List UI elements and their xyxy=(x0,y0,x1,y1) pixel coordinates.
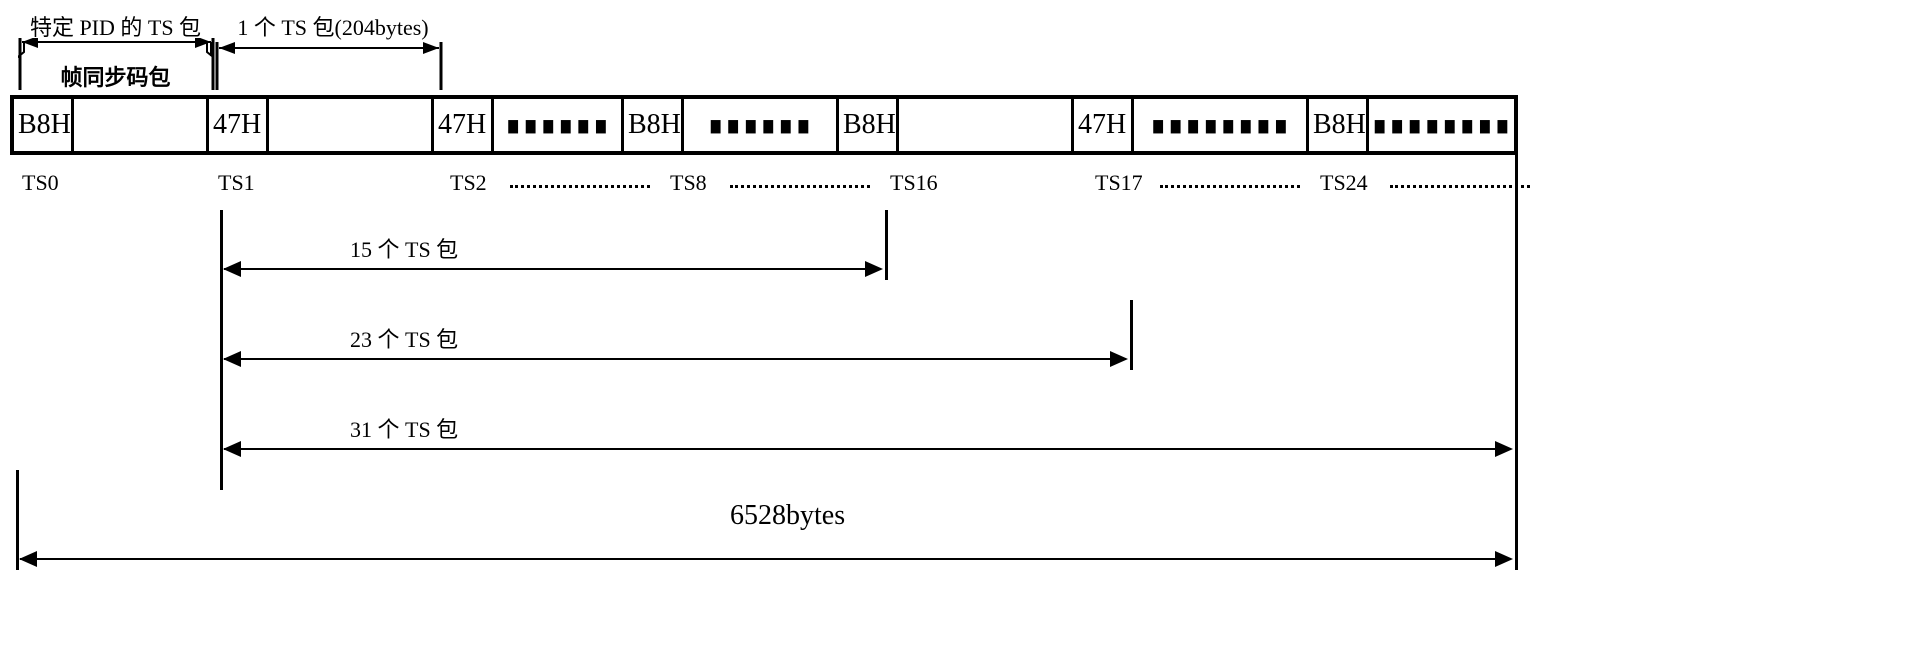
measure-31-line xyxy=(224,448,1511,450)
measure-23-arrow-r xyxy=(1110,351,1128,367)
measure-31-arrow-r xyxy=(1495,441,1513,457)
packet-cell: ∎∎∎∎∎∎ xyxy=(494,99,624,151)
measure-total-label: 6528bytes xyxy=(730,500,845,532)
packet-cell: 47H xyxy=(209,99,269,151)
ts-label-row: TS0 TS1 TS2 TS8 TS16 TS17 TS24 xyxy=(10,170,1919,210)
ts-label-1: TS1 xyxy=(218,170,255,196)
measure-15-label: 15 个 TS 包 xyxy=(350,232,458,264)
packet-cell: B8H xyxy=(839,99,899,151)
ts-dotted xyxy=(1160,185,1300,188)
measure-15-arrow-l xyxy=(223,261,241,277)
measure-total-line xyxy=(20,558,1511,560)
ts-frame-diagram: 特定 PID 的 TS 包 帧同步码包 1 个 TS 包(204bytes) xyxy=(10,10,1919,637)
packet-cell: B8H xyxy=(14,99,74,151)
measure-23-tick-right xyxy=(1130,300,1133,370)
packet-cell: ∎∎∎∎∎∎∎∎ xyxy=(1134,99,1309,151)
measure-23-label: 23 个 TS 包 xyxy=(350,322,458,354)
measure-31-arrow-l xyxy=(223,441,241,457)
ts-label-24: TS24 xyxy=(1320,170,1368,196)
measure-total-tick-right xyxy=(1515,95,1518,570)
ts-label-17: TS17 xyxy=(1095,170,1143,196)
bracket-1ts-label: 1 个 TS 包(204bytes) xyxy=(215,10,445,42)
measure-31-label: 31 个 TS 包 xyxy=(350,412,458,444)
ts-dotted xyxy=(730,185,870,188)
ts-label-8: TS8 xyxy=(670,170,707,196)
ts-label-0: TS0 xyxy=(22,170,59,196)
measure-total-arrow-l xyxy=(19,551,37,567)
ts-dotted xyxy=(510,185,650,188)
bracket-pid-ts-arrows xyxy=(18,38,216,93)
packet-cell xyxy=(269,99,434,151)
ts-label-2: TS2 xyxy=(450,170,487,196)
measure-total-arrow-r xyxy=(1495,551,1513,567)
packet-cell: B8H xyxy=(1309,99,1369,151)
packet-cell: 47H xyxy=(434,99,494,151)
packet-cell: 47H xyxy=(1074,99,1134,151)
packet-cell: ∎∎∎∎∎∎ xyxy=(684,99,839,151)
bracket-1ts: 1 个 TS 包(204bytes) xyxy=(215,10,445,92)
ts-label-16: TS16 xyxy=(890,170,938,196)
packet-cell xyxy=(74,99,209,151)
bracket-1ts-svg xyxy=(215,42,445,92)
packet-row: B8H47H47H∎∎∎∎∎∎B8H∎∎∎∎∎∎B8H47H∎∎∎∎∎∎∎∎B8… xyxy=(10,95,1518,155)
packet-cell xyxy=(899,99,1074,151)
packet-cell: B8H xyxy=(624,99,684,151)
top-brackets: 特定 PID 的 TS 包 帧同步码包 1 个 TS 包(204bytes) xyxy=(10,10,1919,90)
packet-cell: ∎∎∎∎∎∎∎∎ xyxy=(1369,99,1514,151)
ts-dotted xyxy=(1390,185,1530,188)
measure-15-arrow-r xyxy=(865,261,883,277)
measure-23-line xyxy=(224,358,1126,360)
measure-15-line xyxy=(224,268,881,270)
measure-15-tick-right xyxy=(885,210,888,280)
measure-23-arrow-l xyxy=(223,351,241,367)
